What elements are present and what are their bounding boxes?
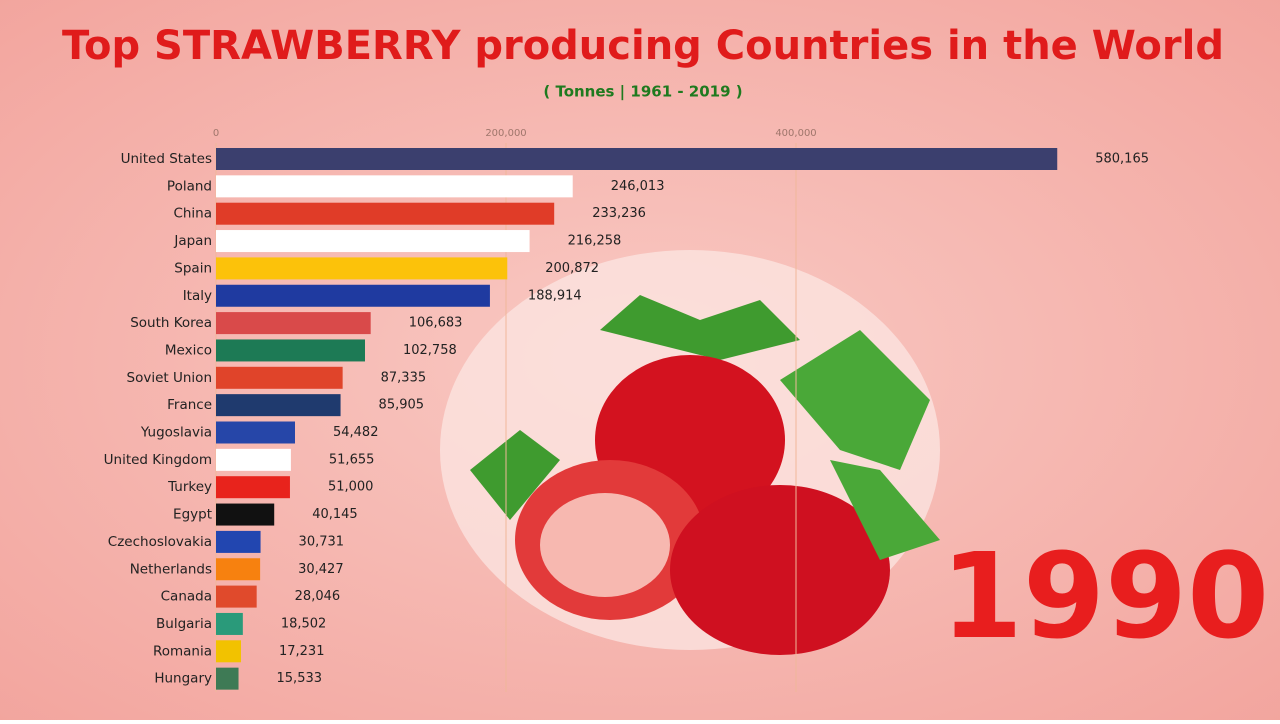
y-tick-label: Bulgaria [156, 616, 212, 632]
value-label: 28,046 [295, 589, 341, 604]
y-tick-label: France [167, 397, 212, 413]
bar [216, 202, 555, 225]
y-tick-label: Egypt [173, 507, 212, 523]
y-tick-label: Poland [167, 178, 212, 194]
chart-title: Top STRAWBERRY producing Countries in th… [62, 23, 1224, 69]
y-tick-label: Spain [174, 260, 212, 276]
year-annotation: 1990 [941, 527, 1269, 665]
strawberry-illustration [440, 250, 940, 655]
bar [216, 312, 371, 335]
value-label: 200,872 [545, 261, 599, 276]
chart-subtitle: ( Tonnes | 1961 - 2019 ) [543, 83, 742, 102]
bar [216, 257, 508, 280]
value-label: 106,683 [409, 316, 463, 331]
y-tick-label: Yugoslavia [140, 425, 212, 441]
x-tick-label: 400,000 [775, 128, 816, 139]
y-tick-label: South Korea [130, 315, 212, 331]
bar [216, 476, 290, 499]
bar [216, 175, 573, 198]
y-tick-label: Hungary [154, 671, 212, 687]
value-label: 30,731 [299, 534, 345, 549]
bar [216, 394, 341, 417]
y-tick-label: Netherlands [130, 561, 212, 577]
y-tick-label: Italy [183, 288, 212, 304]
value-label: 188,914 [528, 288, 582, 303]
y-tick-label: United States [121, 151, 212, 167]
value-label: 17,231 [279, 644, 325, 659]
value-label: 30,427 [298, 562, 344, 577]
y-tick-label: Soviet Union [127, 370, 212, 386]
value-label: 54,482 [333, 425, 379, 440]
value-label: 51,000 [328, 480, 374, 495]
value-label: 15,533 [277, 671, 323, 686]
bar [216, 558, 261, 581]
y-tick-label: Czechoslovakia [108, 534, 212, 550]
bar [216, 640, 241, 663]
bar [216, 421, 295, 444]
value-label: 246,013 [611, 179, 665, 194]
value-label: 87,335 [381, 370, 427, 385]
x-tick-label: 200,000 [485, 128, 526, 139]
bar [216, 339, 365, 362]
y-tick-label: Romania [153, 643, 212, 659]
bar [216, 503, 275, 526]
bar [216, 230, 530, 253]
bar [216, 585, 257, 608]
y-tick-label: Turkey [167, 479, 212, 495]
bar [216, 284, 490, 307]
bar [216, 366, 343, 389]
value-label: 102,758 [403, 343, 457, 358]
value-label: 233,236 [592, 206, 646, 221]
x-tick-label: 0 [213, 128, 219, 139]
y-tick-label: Japan [173, 233, 212, 249]
bar [216, 148, 1058, 170]
plot-area: 0 200,000 400,000 United States 580,165 Polan… [104, 128, 1149, 692]
value-label: 216,258 [568, 234, 622, 249]
bar [216, 612, 243, 635]
bar [216, 667, 239, 690]
y-tick-label: Mexico [165, 342, 212, 358]
value-label: 18,502 [281, 616, 327, 631]
bar [216, 530, 261, 553]
value-label: 40,145 [312, 507, 358, 522]
y-tick-label: United Kingdom [104, 452, 212, 468]
value-label: 51,655 [329, 452, 375, 467]
value-label: 85,905 [379, 398, 425, 413]
value-label: 580,165 [1095, 152, 1149, 167]
y-tick-label: Canada [161, 589, 212, 605]
y-tick-label: China [173, 206, 212, 222]
bar [216, 448, 291, 471]
